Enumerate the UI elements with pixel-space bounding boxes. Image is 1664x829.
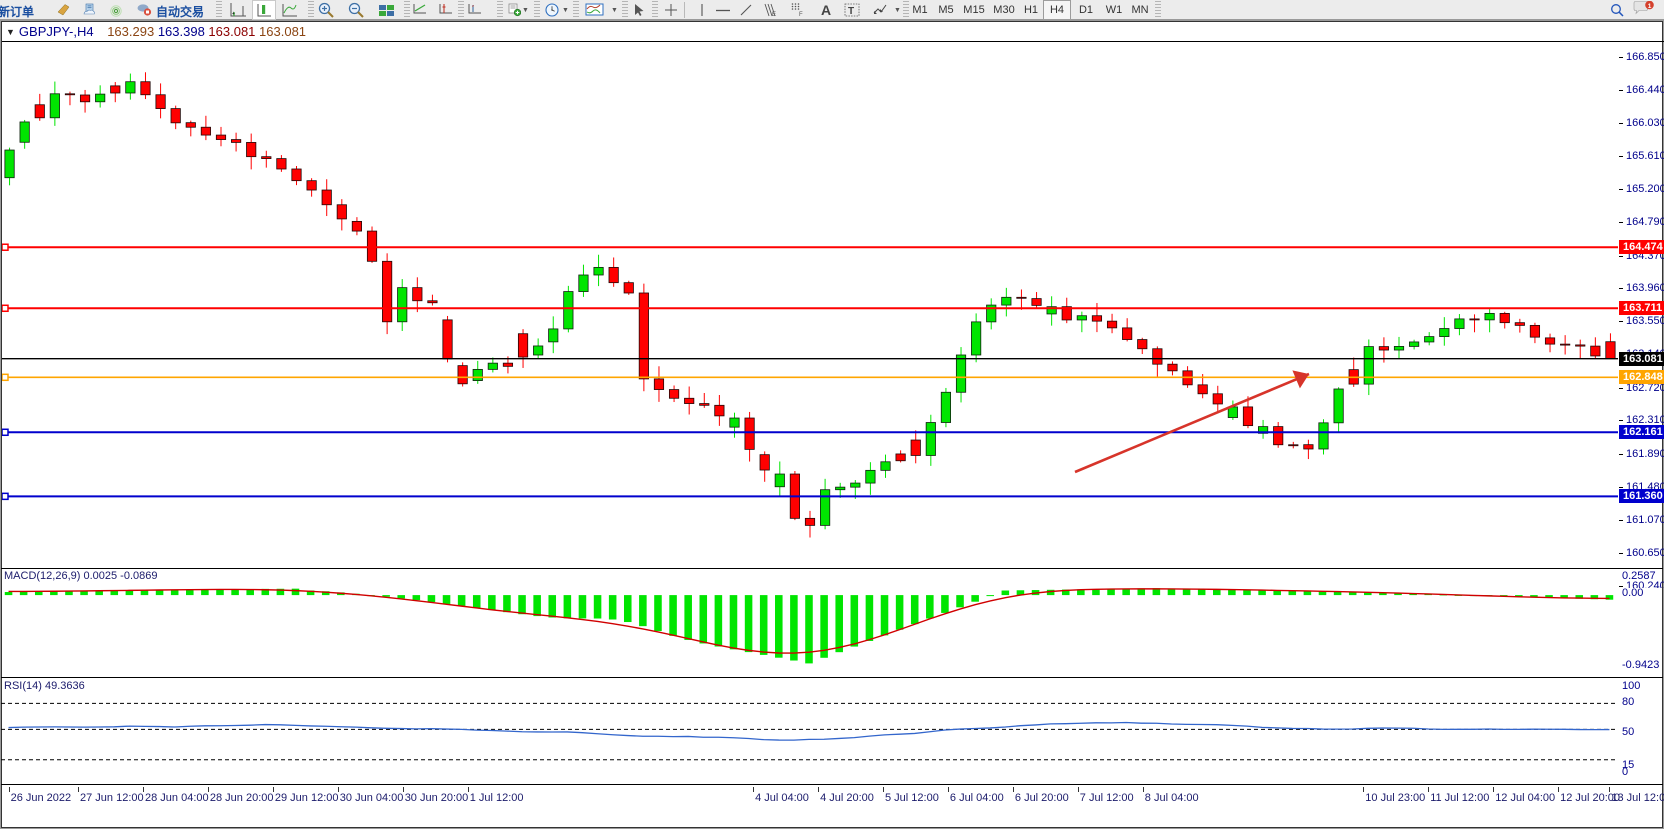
svg-text:+: + [232, 11, 235, 17]
svg-text:1: 1 [1648, 3, 1652, 10]
svg-text:E: E [772, 12, 776, 17]
svg-text:F: F [799, 12, 803, 17]
svg-text:T: T [848, 6, 854, 17]
